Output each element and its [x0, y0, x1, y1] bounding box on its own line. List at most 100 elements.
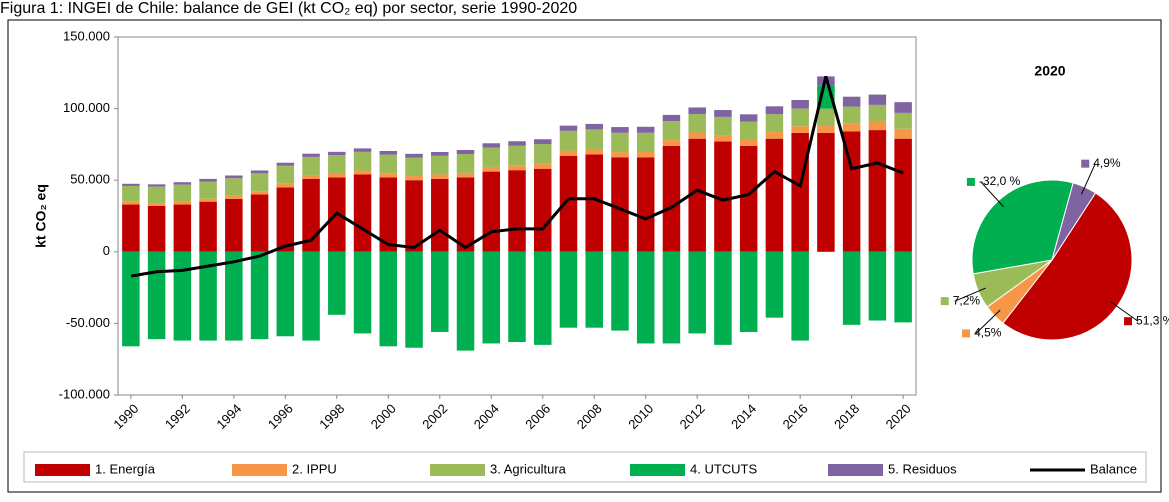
bar: [585, 154, 603, 252]
bar: [225, 195, 243, 199]
bar: [225, 198, 243, 252]
label-swatch: [962, 329, 971, 338]
legend-swatch: [232, 464, 287, 476]
bar: [379, 154, 398, 174]
bar: [714, 135, 732, 142]
bar: [611, 157, 629, 252]
bar: [302, 251, 320, 341]
y-tick-label: 150.000: [63, 28, 110, 43]
bar: [868, 251, 887, 321]
bar: [405, 157, 423, 177]
bar: [147, 203, 166, 206]
bar: [688, 132, 706, 139]
pie-label: -32,0 %: [979, 174, 1021, 188]
bar: [173, 184, 192, 202]
bar: [456, 251, 475, 351]
bar: [662, 114, 681, 122]
y-tick-label: -50.000: [66, 315, 110, 330]
bar: [250, 191, 269, 195]
bar: [894, 138, 912, 252]
bar: [611, 132, 629, 153]
label-swatch: [1081, 159, 1090, 168]
bar: [199, 251, 217, 341]
legend-frame: [23, 451, 1147, 483]
bar: [817, 126, 835, 133]
chart-title: Figura 1: INGEI de Chile: balance de GEI…: [0, 0, 577, 17]
bar: [559, 130, 578, 151]
bar: [868, 104, 887, 122]
bar: [739, 121, 758, 140]
bar: [199, 178, 217, 182]
bar: [585, 123, 603, 130]
bar: [482, 251, 501, 344]
bar: [611, 127, 629, 133]
bar: [559, 125, 578, 131]
legend-swatch: [828, 464, 883, 476]
bar: [276, 162, 295, 166]
bar: [276, 187, 295, 252]
bar: [842, 123, 861, 132]
bar: [739, 145, 758, 252]
label-swatch: [940, 297, 949, 306]
bar: [791, 100, 809, 109]
bar: [739, 114, 758, 122]
bar: [405, 176, 423, 181]
bar: [328, 173, 346, 178]
bar: [636, 126, 655, 133]
bar: [328, 155, 346, 174]
bar: [533, 251, 552, 345]
plot-frame: [117, 36, 917, 396]
bar: [585, 251, 603, 328]
legend-label: Balance: [1090, 461, 1137, 476]
legend-swatch: [430, 464, 485, 476]
bar: [662, 140, 681, 146]
bar: [559, 251, 578, 328]
bar: [894, 128, 912, 139]
bar: [533, 168, 552, 252]
bar: [817, 108, 835, 127]
bar: [585, 148, 603, 155]
bar: [688, 107, 706, 115]
bar: [431, 178, 449, 252]
y-tick-label: 100.000: [63, 100, 110, 115]
legend-swatch: [35, 464, 90, 476]
bar: [122, 204, 140, 252]
bar: [585, 129, 603, 149]
bar: [276, 251, 295, 337]
bar: [250, 251, 269, 340]
pie-label: 4,5%: [974, 326, 1002, 340]
bar: [739, 251, 758, 332]
line: [130, 75, 904, 278]
bar: [636, 157, 655, 252]
bar: [714, 116, 732, 136]
bar: [405, 180, 423, 252]
y-tick-label: 0: [103, 243, 110, 258]
bar: [868, 121, 887, 131]
bar: [328, 251, 346, 315]
bar: [714, 110, 732, 117]
bar: [328, 151, 346, 156]
bar: [225, 251, 243, 341]
bar: [765, 251, 784, 318]
leader-line: [1110, 301, 1139, 322]
bar: [611, 152, 629, 158]
label-swatch: [966, 177, 975, 186]
bar: [353, 174, 372, 252]
leader-line: [1081, 163, 1096, 195]
bar: [662, 251, 681, 344]
bar: [559, 150, 578, 156]
bar: [379, 177, 398, 252]
bar: [533, 139, 552, 145]
bar: [868, 94, 887, 105]
bar: [714, 251, 732, 345]
bar: [456, 177, 475, 252]
bar: [353, 148, 372, 152]
bar: [636, 151, 655, 158]
bar: [147, 184, 166, 187]
bar: [431, 151, 449, 156]
bar: [611, 251, 629, 331]
bar: [791, 251, 809, 341]
bar: [894, 251, 912, 323]
leader-line: [954, 287, 986, 302]
pie-label: 7,2%: [953, 293, 981, 307]
